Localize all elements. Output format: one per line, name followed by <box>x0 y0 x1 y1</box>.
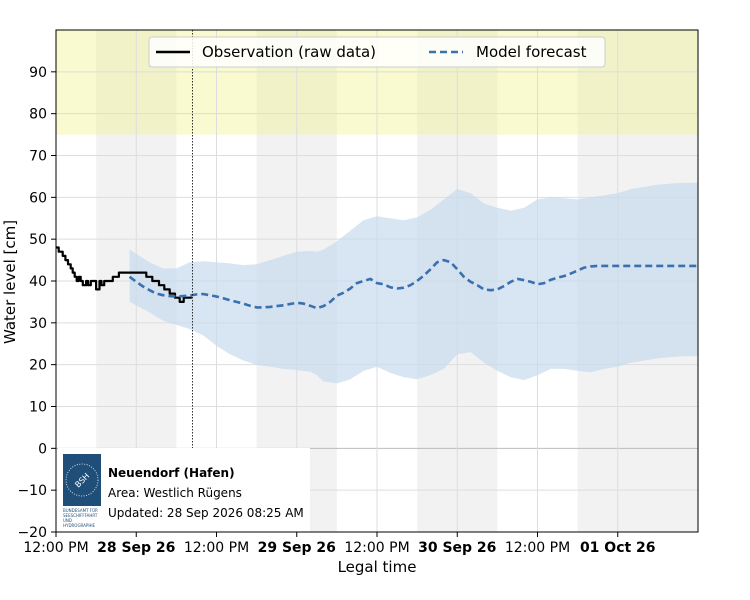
logo-star-ring-icon <box>65 463 99 497</box>
x-tick-label: 12:00 PM <box>184 540 249 556</box>
x-tick-label: 28 Sep 26 <box>97 540 175 556</box>
y-tick-label: 90 <box>29 65 47 81</box>
y-axis-ticks: −20 −10 0 10 20 30 40 50 60 70 80 90 <box>17 65 56 541</box>
logo-caption-line-2: SEESCHIFFFAHRT <box>63 513 98 518</box>
y-tick-label: 20 <box>29 358 47 374</box>
logo-caption-line-1: BUNDESAMT FÜR <box>63 508 98 513</box>
y-tick-label: 10 <box>29 400 47 416</box>
station-area: Area: Westlich Rügens <box>108 486 242 500</box>
y-tick-label: 70 <box>29 149 47 165</box>
y-tick-label: 80 <box>29 107 47 123</box>
y-tick-label: −10 <box>17 483 47 499</box>
x-tick-label: 12:00 PM <box>23 540 88 556</box>
legend-frame <box>148 36 606 68</box>
x-tick-label: 29 Sep 26 <box>258 540 336 556</box>
x-tick-label: 30 Sep 26 <box>418 540 496 556</box>
logo-emblem <box>63 454 101 506</box>
logo-caption-line-4: HYDROGRAPHIE <box>63 523 96 528</box>
station-info-box: BSH BUNDESAMT FÜR SEESCHIFFFAHRT UND HYD… <box>58 448 310 532</box>
y-tick-label: 50 <box>29 232 47 248</box>
series-layer <box>56 246 698 310</box>
y-tick-label: −20 <box>17 525 47 541</box>
legend: Observation (raw data) Model forecast <box>148 36 606 68</box>
y-tick-label: 60 <box>29 190 47 206</box>
station-name: Neuendorf (Hafen) <box>108 466 235 480</box>
update-time: Updated: 28 Sep 2026 08:25 AM <box>108 506 304 520</box>
bsh-logo: BSH BUNDESAMT FÜR SEESCHIFFFAHRT UND HYD… <box>63 454 101 528</box>
y-tick-label: 30 <box>29 316 47 332</box>
logo-caption-line-3: UND <box>63 518 72 523</box>
x-axis-ticks: 12:00 PM 28 Sep 26 12:00 PM 29 Sep 26 12:00 … <box>23 532 656 556</box>
x-tick-label: 12:00 PM <box>505 540 570 556</box>
x-axis-title: Legal time <box>338 558 417 576</box>
x-tick-label: 01 Oct 26 <box>580 540 656 556</box>
legend-forecast-label: Model forecast <box>476 43 587 61</box>
y-tick-label: 0 <box>38 441 47 457</box>
legend-observation-label: Observation (raw data) <box>202 43 376 61</box>
observation-line <box>56 246 192 303</box>
forecast-line <box>128 258 698 310</box>
y-tick-label: 40 <box>29 274 47 290</box>
y-axis-title: Water level [cm] <box>1 220 19 344</box>
x-tick-label: 12:00 PM <box>344 540 409 556</box>
